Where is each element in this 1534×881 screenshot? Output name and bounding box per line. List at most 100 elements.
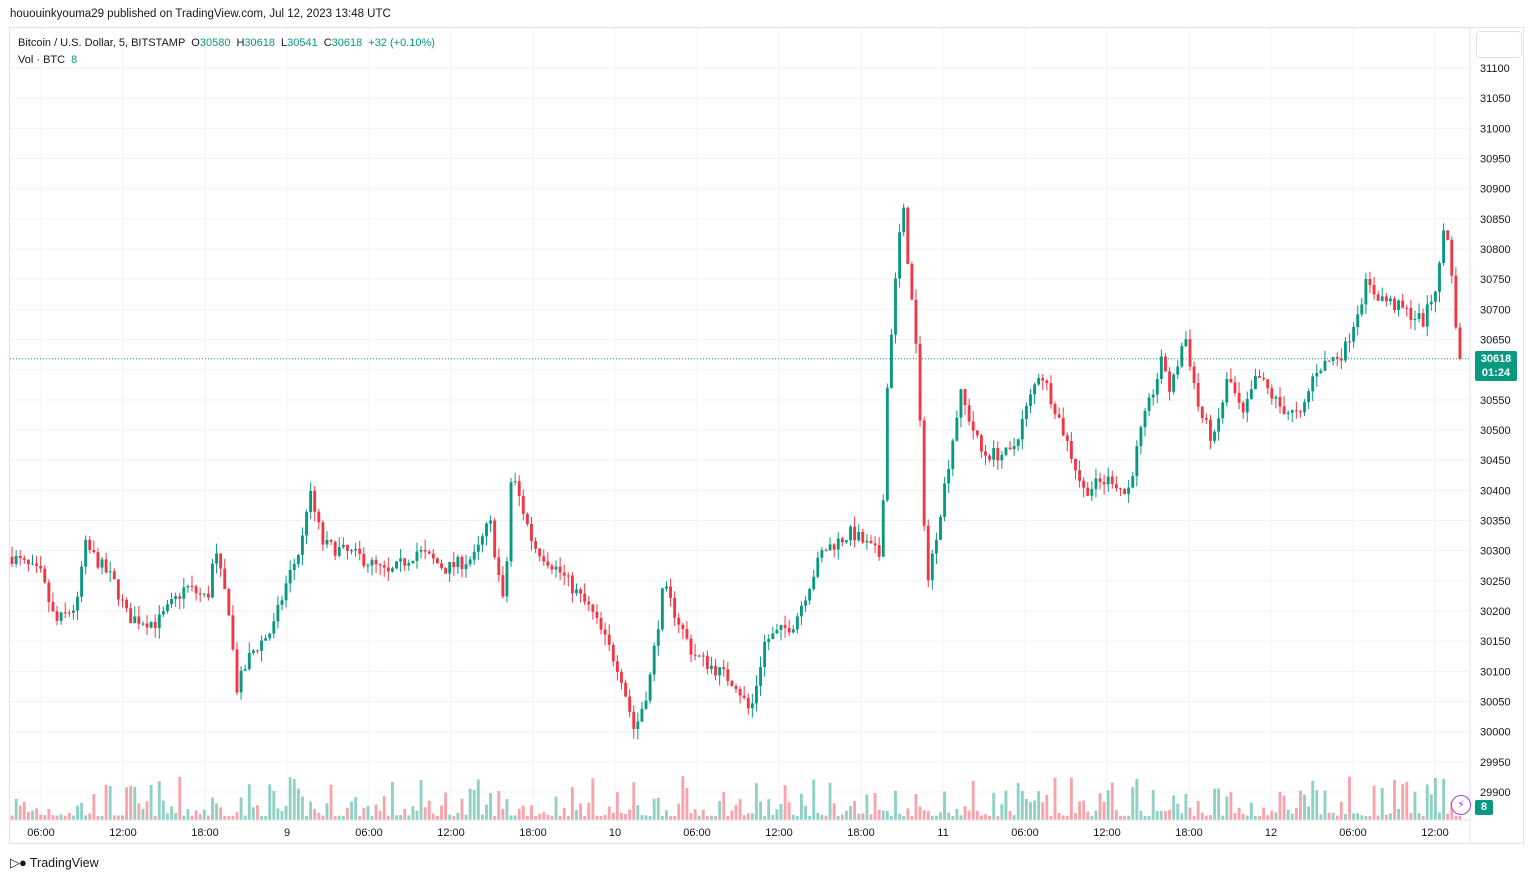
candle-body — [1069, 441, 1073, 459]
volume-bar — [1327, 812, 1331, 820]
candle-body — [301, 535, 304, 555]
volume-bar — [530, 805, 533, 820]
volume-bar — [231, 815, 235, 820]
volume-bar — [738, 799, 742, 820]
candle-body — [546, 561, 550, 566]
candle-body — [1008, 447, 1012, 450]
volume-bar — [1356, 813, 1360, 820]
legend-volume-label[interactable]: Vol · BTC — [18, 54, 66, 66]
x-tick-label: 06:00 — [355, 827, 383, 839]
candle-body — [1143, 410, 1147, 428]
volume-bar — [186, 809, 190, 820]
y-tick-label: 30050 — [1480, 697, 1511, 709]
y-tick-label: 30100 — [1480, 666, 1511, 678]
volume-bar — [395, 815, 398, 820]
candle-body — [1110, 476, 1114, 485]
lightning-icon[interactable]: ⚡ — [1451, 795, 1471, 815]
volume-bar — [390, 781, 394, 820]
volume-bar — [534, 815, 538, 820]
candle-body — [497, 557, 501, 576]
candle-body — [922, 420, 926, 526]
volume-bar — [170, 806, 173, 820]
candle-body — [472, 551, 476, 560]
candle-body — [1033, 384, 1037, 395]
corner-button[interactable] — [1476, 31, 1522, 58]
volume-bar — [1082, 800, 1086, 820]
volume-bar — [767, 799, 771, 820]
candle-body — [861, 531, 865, 543]
candle-body — [448, 562, 452, 574]
volume-bar — [427, 800, 431, 820]
volume-bar — [1315, 790, 1319, 820]
candle-body — [1299, 411, 1302, 413]
volume-bar — [640, 815, 644, 820]
candle-body — [51, 602, 55, 612]
volume-bar — [1364, 815, 1368, 820]
candle-body — [951, 440, 955, 469]
candle-body — [685, 629, 689, 639]
volume-bar — [1155, 811, 1159, 820]
volume-bar — [775, 809, 779, 820]
volume-bar — [558, 815, 562, 820]
legend-open-label: O — [191, 37, 200, 49]
candle-body — [333, 541, 337, 556]
candle-body — [1188, 339, 1192, 367]
volume-bar — [1405, 781, 1409, 820]
volume-bar — [235, 812, 239, 820]
candle-body — [1221, 402, 1225, 419]
candle-body — [689, 638, 693, 655]
volume-bar — [840, 814, 844, 820]
y-tick-label: 30250 — [1480, 576, 1511, 588]
candle-body — [853, 526, 857, 541]
volume-bar — [129, 785, 133, 820]
volume-bar — [1433, 777, 1437, 820]
candle-body — [570, 575, 574, 594]
volume-bar — [705, 815, 709, 820]
candle-body — [43, 568, 47, 583]
candle-body — [1245, 398, 1249, 413]
x-tick-label: 10 — [609, 827, 621, 839]
volume-bar — [1442, 778, 1446, 820]
candle-body — [979, 435, 983, 452]
legend-symbol[interactable]: Bitcoin / U.S. Dollar, 5, BITSTAMP — [18, 37, 186, 49]
volume-bar — [885, 811, 889, 820]
volume-bar — [1319, 814, 1323, 820]
volume-bar — [1303, 794, 1306, 820]
x-tick-label: 12:00 — [1093, 827, 1121, 839]
candle-body — [161, 611, 165, 615]
volume-bar — [930, 815, 934, 820]
volume-bar — [800, 793, 803, 820]
candle-body — [988, 455, 992, 460]
volume-bar — [648, 815, 652, 820]
volume-bar — [1123, 815, 1126, 820]
volume-bar — [448, 814, 452, 820]
candle-body — [382, 565, 386, 568]
candle-body — [67, 612, 71, 614]
volume-bar — [206, 815, 210, 820]
volume-bar — [399, 815, 403, 820]
volume-bar — [325, 803, 329, 820]
legend-low-label: L — [281, 37, 288, 49]
x-tick-label: 18:00 — [847, 827, 875, 839]
volume-bar — [1417, 813, 1421, 820]
candle-body — [996, 448, 1000, 461]
volume-bar — [1421, 815, 1425, 820]
candle-body — [31, 563, 34, 565]
volume-bar — [1393, 779, 1396, 820]
volume-bar — [1200, 812, 1204, 820]
volume-bar — [1065, 815, 1069, 820]
candle-body — [313, 490, 317, 512]
candle-body — [235, 649, 239, 693]
y-tick-label: 30350 — [1480, 516, 1511, 528]
candle-body — [1380, 296, 1384, 301]
candle-body — [550, 565, 554, 570]
volume-bar — [1074, 812, 1077, 820]
volume-bar — [116, 815, 120, 820]
volume-bar — [1164, 811, 1167, 820]
volume-bar — [693, 809, 697, 820]
candle-body — [284, 583, 288, 601]
candle-body — [1425, 304, 1429, 327]
volume-bar — [1127, 815, 1131, 820]
candle-body — [80, 566, 84, 597]
